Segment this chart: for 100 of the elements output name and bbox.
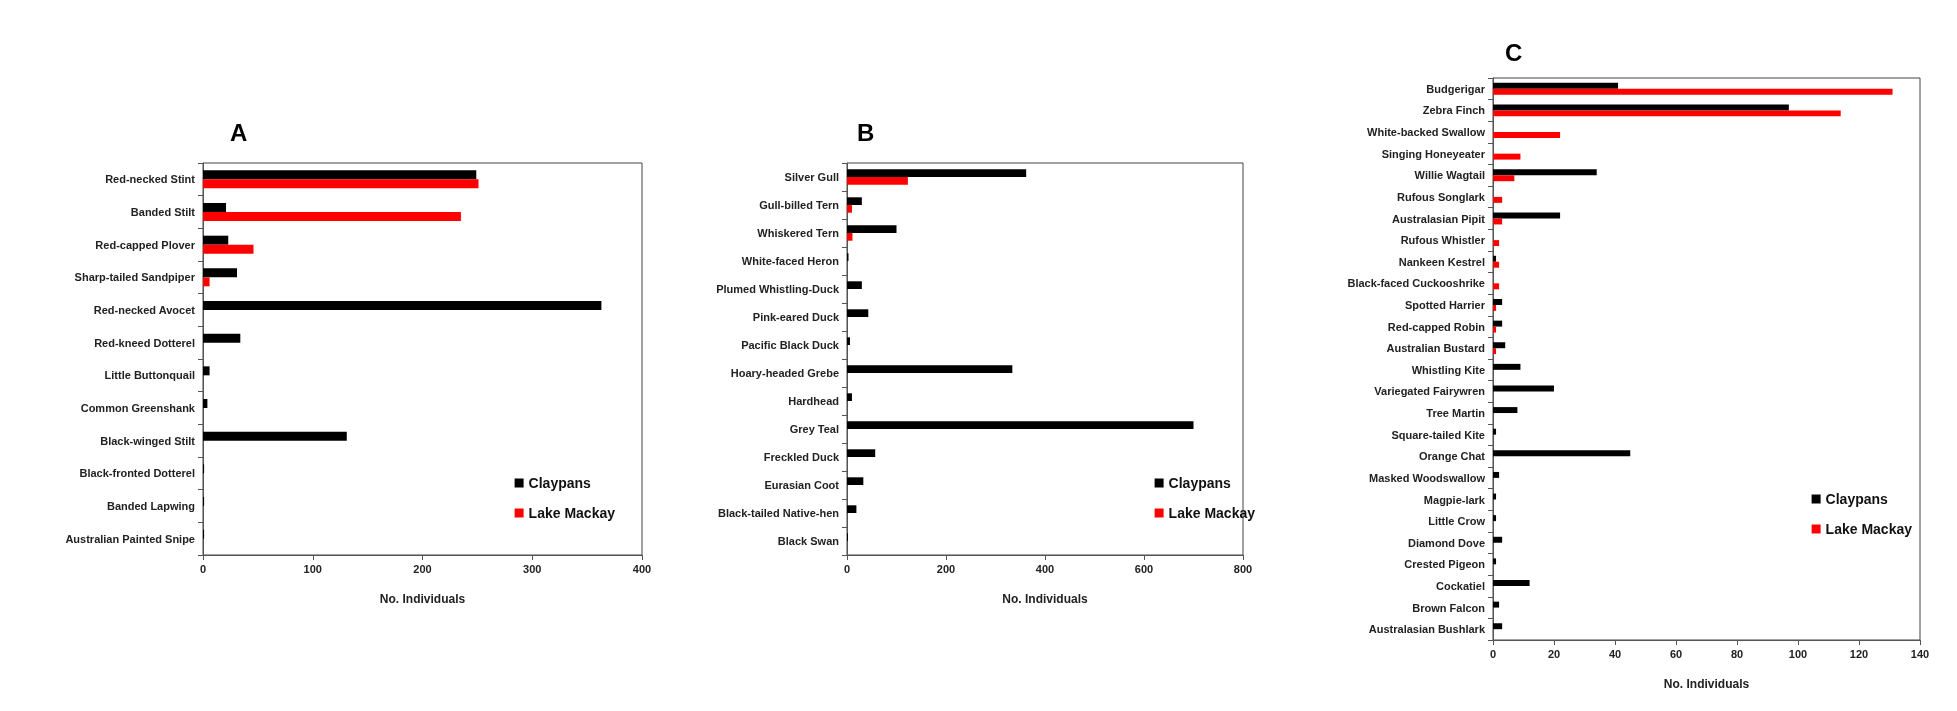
bar: [1493, 450, 1631, 457]
bar: [1493, 175, 1515, 182]
bar: [1493, 601, 1500, 608]
bar: [847, 421, 1194, 429]
x-axis-title: No. Individuals: [1002, 592, 1088, 606]
y-tick-label: Rufous Whistler: [1400, 234, 1486, 247]
y-tick-label: Willie Wagtail: [1414, 169, 1485, 182]
y-tick-label: Australasian Pipit: [1392, 212, 1486, 225]
y-tick-label: Black-winged Stilt: [100, 434, 196, 447]
bar: [1493, 82, 1619, 89]
x-tick-label: 0: [199, 562, 207, 575]
y-tick-label: Budgerigar: [1426, 82, 1486, 95]
y-tick-label: Red-necked Stint: [105, 173, 196, 186]
bar: [1493, 326, 1497, 333]
y-tick-label: Little Buttonquail: [104, 369, 195, 382]
y-tick-label: Red-kneed Dotterel: [94, 336, 195, 349]
x-tick-label: 20: [1547, 647, 1561, 660]
chart-title: A: [230, 118, 248, 146]
y-tick-label: Sharp-tailed Sandpiper: [74, 271, 196, 284]
y-tick-label: Cockatiel: [1436, 579, 1485, 592]
bar: [1493, 132, 1561, 138]
bar: [203, 366, 210, 376]
y-tick-label: Square-tailed Kite: [1391, 428, 1485, 441]
bar: [1493, 304, 1497, 311]
y-tick-label: White-faced Heron: [741, 255, 840, 267]
y-tick-label: Zebra Finch: [1422, 104, 1486, 117]
legend-label: Lake Mackay: [1825, 521, 1913, 537]
y-tick-label: Rufous Songlark: [1396, 190, 1486, 203]
y-tick-label: Pacific Black Duck: [741, 339, 840, 351]
x-tick-label: 400: [632, 562, 652, 575]
bar: [1493, 536, 1503, 543]
y-tick-label: Hardhead: [788, 395, 839, 407]
bar: [1493, 261, 1500, 268]
bar: [847, 169, 1027, 177]
bar: [1493, 348, 1497, 355]
bar: [1493, 580, 1530, 586]
y-tick-label: Spotted Harrier: [1404, 298, 1486, 311]
x-tick-label: 60: [1669, 647, 1683, 660]
y-tick-label: Black-tailed Native-hen: [717, 507, 840, 519]
chart-title: B: [857, 118, 875, 146]
bar: [847, 477, 864, 485]
bar: [847, 205, 852, 213]
legend-label: Claypans: [1825, 491, 1889, 507]
y-tick-label: Banded Stilt: [130, 206, 196, 218]
bar: [1493, 493, 1497, 500]
bar: [847, 177, 908, 185]
x-tick-label: 0: [1489, 647, 1497, 660]
bar: [847, 449, 876, 457]
bar: [203, 235, 229, 245]
bar: [203, 179, 479, 189]
bar: [847, 505, 857, 513]
y-tick-label: Singing Honeyeater: [1381, 147, 1486, 160]
bar: [203, 212, 461, 221]
bar: [1493, 471, 1500, 478]
y-tick-label: Red-capped Robin: [1387, 320, 1486, 333]
y-tick-label: Crested Pigeon: [1404, 558, 1486, 571]
bar: [847, 197, 862, 205]
bar: [1493, 363, 1521, 370]
y-tick-label: Plumed Whistling-Duck: [716, 283, 840, 295]
bar: [1493, 283, 1500, 290]
x-tick-label: 800: [1233, 562, 1253, 575]
bar: [1493, 515, 1497, 522]
y-tick-label: Australasian Bushlark: [1368, 623, 1486, 636]
y-tick-label: Brown Falcon: [1412, 601, 1486, 614]
y-tick-label: Eurasian Coot: [764, 479, 840, 491]
x-tick-label: 200: [413, 562, 432, 575]
legend-label: Claypans: [528, 475, 592, 491]
bar: [1493, 240, 1500, 247]
y-tick-label: Orange Chat: [1418, 450, 1486, 463]
x-tick-label: 80: [1730, 647, 1744, 660]
bar: [1493, 169, 1597, 176]
bar: [847, 393, 852, 401]
x-tick-label: 120: [1849, 647, 1869, 660]
y-tick-label: Little Crow: [1428, 515, 1486, 528]
bar: [847, 365, 1013, 373]
y-tick-label: Black Swan: [777, 535, 840, 547]
bar: [203, 431, 347, 441]
y-tick-label: White-backed Swallow: [1367, 126, 1486, 139]
bar: [1493, 255, 1497, 262]
y-tick-label: Hoary-headed Grebe: [730, 367, 839, 379]
x-tick-label: 300: [523, 562, 542, 575]
bar: [847, 309, 869, 317]
bar: [1493, 385, 1554, 392]
y-tick-label: Banded Lapwing: [107, 500, 195, 512]
y-tick-label: Red-necked Avocet: [93, 304, 196, 316]
y-tick-label: Masked Woodswallow: [1369, 471, 1486, 484]
bar: [203, 244, 254, 254]
bar: [203, 170, 477, 180]
y-tick-label: Magpie-lark: [1423, 493, 1486, 506]
x-axis-title: No. Individuals: [379, 592, 466, 606]
bar: [1493, 212, 1561, 219]
bar: [203, 277, 210, 287]
y-tick-label: Nankeen Kestrel: [1398, 255, 1485, 268]
bar: [847, 233, 853, 241]
x-tick-label: 400: [1035, 562, 1055, 575]
y-tick-label: Australian Bustard: [1386, 342, 1485, 355]
bar: [203, 301, 602, 310]
bar: [847, 337, 850, 345]
bar: [1493, 623, 1503, 630]
y-tick-label: Red-capped Plover: [95, 238, 196, 251]
